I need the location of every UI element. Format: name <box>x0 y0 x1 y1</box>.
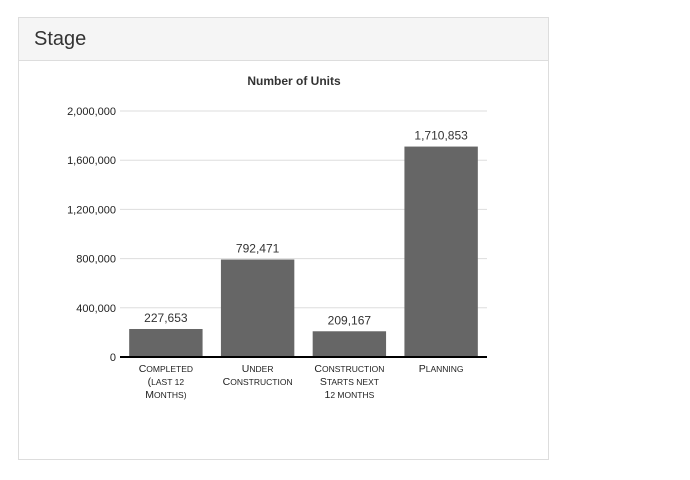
category-label-rest: TARTS NEXT <box>327 377 379 387</box>
y-tick-label: 800,000 <box>76 254 116 266</box>
chart-title: Number of Units <box>247 74 341 88</box>
category-label-line: UNDER <box>242 363 274 375</box>
panel-title: Stage <box>34 27 87 50</box>
bar <box>129 328 203 357</box>
category-label-initial: S <box>320 376 327 388</box>
category-label-line: PLANNING <box>419 363 464 375</box>
y-axis-ticks: 0 400,000 800,000 1,200,000 1,600,000 2,000,0… <box>67 106 116 364</box>
bar-value-label: 1,710,853 <box>414 129 468 143</box>
panel-header: Stage <box>19 18 548 61</box>
category-label-line: CONSTRUCTION <box>314 363 384 375</box>
bar <box>220 259 295 357</box>
category-label: UNDER CONSTRUCTION <box>223 363 293 388</box>
category-labels: COMPLETED (LAST 12 MONTHS)UNDER CONSTRUCTIO… <box>139 363 464 401</box>
category-label-line: 12 MONTHS <box>324 389 374 401</box>
y-tick-label: 1,200,000 <box>67 204 116 216</box>
category-label-line: MONTHS) <box>145 389 187 401</box>
category-label: COMPLETED (LAST 12 MONTHS) <box>139 363 193 401</box>
bar-value-label: 209,167 <box>328 313 372 327</box>
category-label-rest: 2 MONTHS <box>330 390 374 400</box>
category-label-rest: OMPLETED <box>146 364 193 374</box>
category-label-line: (LAST 12 <box>148 376 185 388</box>
y-tick-label: 400,000 <box>76 303 116 315</box>
bar-value-label: 792,471 <box>236 242 280 256</box>
category-label: PLANNING <box>419 363 464 375</box>
category-label-line: CONSTRUCTION <box>223 376 293 388</box>
bar <box>404 146 478 357</box>
bar-value-label: 227,653 <box>144 311 188 325</box>
category-label-rest: ONSTRUCTION <box>322 364 384 374</box>
category-label-initial: U <box>242 363 250 375</box>
category-label-rest: ONTHS) <box>154 390 187 400</box>
y-tick-label: 1,600,000 <box>67 155 116 167</box>
category-label-initial: P <box>419 363 426 375</box>
category-label-initial: C <box>223 376 231 388</box>
data-labels: 227,653 792,471 209,167 1,710,853 <box>144 129 468 328</box>
category-label-line: COMPLETED <box>139 363 193 375</box>
category-label-initial: C <box>314 363 322 375</box>
y-tick-label: 2,000,000 <box>67 106 116 118</box>
category-label: CONSTRUCTION STARTS NEXT 12 MONTHS <box>314 363 384 401</box>
category-label-rest: ONSTRUCTION <box>230 377 292 387</box>
category-label-initial: ( <box>148 376 152 388</box>
category-label-initial: 1 <box>324 389 330 401</box>
category-label-rest: LAST 12 <box>151 377 184 387</box>
y-tick-label: 0 <box>110 352 116 364</box>
category-label-line: STARTS NEXT <box>320 376 379 388</box>
category-label-initial: C <box>139 363 147 375</box>
category-label-rest: LANNING <box>426 364 464 374</box>
category-label-initial: M <box>145 389 154 401</box>
category-label-rest: NDER <box>249 364 273 374</box>
bar <box>312 331 387 357</box>
bars <box>129 146 478 357</box>
